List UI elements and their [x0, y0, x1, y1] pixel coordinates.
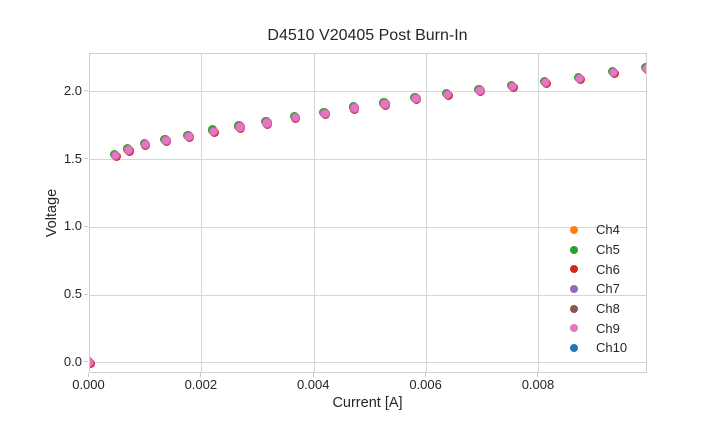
chart-title: D4510 V20405 Post Burn-In: [267, 27, 468, 44]
y-tick-label: 0.5: [63, 286, 82, 301]
data-point-ch9: [111, 150, 121, 161]
legend-label: Ch4: [596, 222, 620, 238]
x-tick-mark: [88, 373, 89, 378]
legend-marker-ch9-icon: [570, 324, 578, 333]
data-point-ch9: [262, 118, 272, 128]
y-tick-mark: [83, 225, 88, 227]
data-point-ch9: [442, 89, 452, 100]
legend-item-ch4: Ch4: [560, 220, 627, 240]
x-axis-label: Current [A]: [332, 395, 403, 411]
legend-marker-ch5-icon: [570, 245, 578, 254]
data-point-ch9: [411, 94, 421, 104]
gridline-x: [538, 53, 540, 372]
legend-item-ch9: Ch9: [560, 318, 627, 338]
legend-item-ch10: Ch10: [560, 338, 627, 358]
y-tick-label: 2.0: [63, 82, 82, 98]
plot-area: [88, 52, 647, 373]
legend-item-ch6: Ch6: [560, 259, 627, 279]
data-point-ch9: [642, 64, 647, 74]
data-point-ch9: [475, 85, 485, 96]
data-point-ch9: [184, 131, 194, 142]
legend-marker-ch7-icon: [570, 284, 578, 293]
data-point-ch9: [89, 358, 95, 368]
y-tick-label: 0.0: [63, 353, 82, 369]
x-tick-mark: [537, 373, 539, 378]
x-tick-mark: [312, 373, 314, 378]
legend-label: Ch8: [596, 301, 620, 317]
y-tick-mark: [83, 158, 88, 160]
x-tick-label: 0.002: [184, 377, 218, 392]
data-point-ch9: [541, 77, 551, 87]
x-tick-label: 0.008: [521, 377, 555, 392]
x-tick-mark: [425, 373, 427, 378]
y-tick-mark: [83, 293, 88, 295]
legend-item-ch8: Ch8: [560, 299, 627, 319]
legend: Ch4 Ch5 Ch6 Ch7 Ch8 Ch9 Ch10: [560, 220, 627, 358]
gridline-x: [89, 53, 90, 372]
gridline-y: [89, 294, 646, 296]
data-point-ch9: [161, 135, 171, 146]
x-tick-label: 0.006: [409, 377, 442, 392]
gridline-y: [89, 226, 646, 228]
gridline-y: [89, 91, 646, 93]
gridline-y: [89, 362, 646, 364]
data-point-ch9: [349, 103, 359, 113]
y-tick-label: 1.0: [63, 218, 82, 234]
y-tick-mark: [83, 90, 88, 92]
data-point-ch9: [507, 81, 518, 91]
legend-marker-ch6-icon: [570, 265, 578, 274]
data-point-ch9: [574, 73, 585, 83]
gridline-x: [313, 53, 315, 372]
legend-marker-ch8-icon: [570, 304, 578, 313]
x-tick-mark: [200, 373, 202, 378]
data-point-ch9: [140, 140, 150, 150]
x-tick-label: 0.000: [72, 377, 105, 392]
data-point-ch9: [380, 99, 390, 109]
data-point-ch9: [124, 145, 134, 155]
gridline-x: [201, 53, 203, 372]
x-tick-label: 0.004: [296, 377, 330, 392]
legend-item-ch7: Ch7: [560, 279, 627, 299]
legend-marker-ch10-icon: [570, 343, 578, 352]
legend-marker-ch4-icon: [570, 225, 578, 234]
data-point-ch9: [209, 126, 219, 136]
data-point-ch9: [235, 122, 245, 132]
legend-label: Ch5: [596, 242, 620, 258]
data-point-ch9: [290, 112, 300, 123]
legend-label: Ch7: [596, 281, 620, 297]
data-point-ch9: [609, 68, 619, 78]
legend-label: Ch6: [596, 261, 620, 277]
gridline-x: [426, 53, 428, 372]
legend-item-ch5: Ch5: [560, 240, 627, 260]
gridline-y: [89, 159, 646, 161]
data-point-ch9: [320, 108, 330, 119]
y-tick-label: 1.5: [63, 150, 82, 166]
legend-label: Ch9: [596, 320, 620, 336]
y-axis-label: Voltage: [44, 188, 60, 238]
y-tick-mark: [83, 361, 88, 363]
legend-label: Ch10: [596, 340, 628, 356]
